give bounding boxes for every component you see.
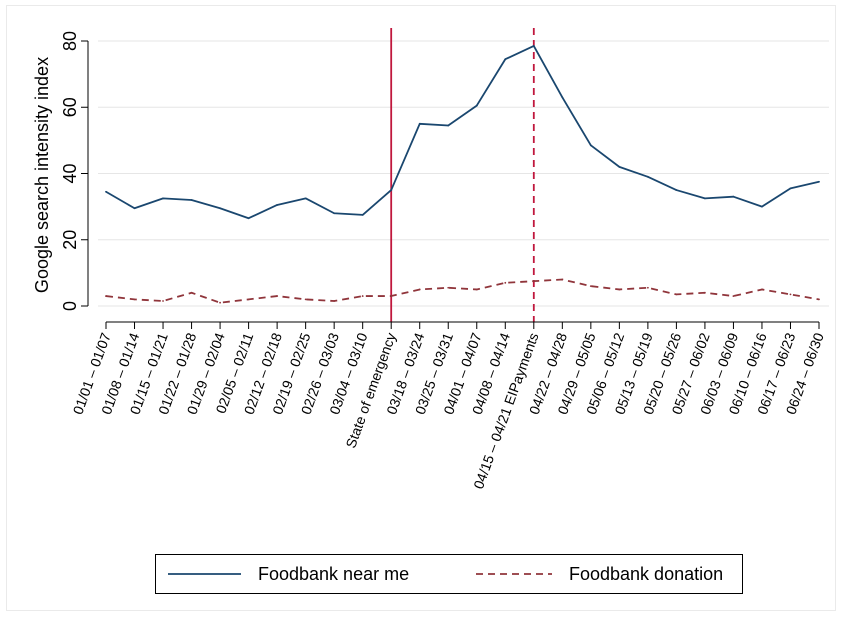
legend-box — [155, 554, 743, 594]
y-tick-label-60: 60 — [60, 97, 80, 117]
outer-frame — [6, 5, 836, 611]
data-point-foodbank-near-me-0 — [105, 190, 107, 193]
data-point-foodbank-near-me-4 — [219, 207, 221, 210]
data-point-foodbank-donation-9 — [361, 295, 364, 297]
data-point-foodbank-near-me-14 — [504, 58, 507, 61]
data-point-foodbank-donation-5 — [247, 298, 250, 301]
data-point-foodbank-donation-21 — [704, 291, 706, 294]
data-point-foodbank-near-me-9 — [361, 214, 364, 216]
data-point-foodbank-near-me-16 — [561, 96, 564, 99]
y-tick-label-80: 80 — [60, 31, 80, 51]
data-point-foodbank-donation-16 — [561, 278, 564, 281]
data-point-foodbank-donation-8 — [333, 300, 336, 302]
y-tick-label-20: 20 — [60, 230, 80, 250]
series-layer — [105, 45, 820, 304]
data-point-foodbank-near-me-1 — [133, 207, 136, 210]
data-point-foodbank-donation-7 — [304, 298, 307, 301]
grid-layer — [98, 40, 829, 307]
data-point-foodbank-near-me-25 — [818, 180, 820, 183]
y-axis-label: Google search intensity index — [32, 57, 52, 293]
data-point-foodbank-donation-1 — [133, 298, 136, 301]
data-point-foodbank-near-me-18 — [618, 165, 621, 168]
data-point-foodbank-near-me-6 — [276, 204, 279, 206]
data-point-foodbank-donation-0 — [105, 295, 107, 297]
data-point-foodbank-near-me-3 — [190, 199, 193, 201]
y-tick-label-0: 0 — [60, 301, 80, 311]
data-point-foodbank-donation-10 — [390, 295, 393, 297]
data-point-foodbank-donation-22 — [732, 295, 735, 297]
data-point-foodbank-donation-13 — [475, 288, 478, 291]
data-point-foodbank-donation-18 — [618, 288, 621, 291]
data-point-foodbank-donation-23 — [761, 288, 763, 291]
data-point-foodbank-donation-19 — [646, 286, 649, 289]
data-point-foodbank-donation-12 — [447, 286, 450, 289]
data-point-foodbank-donation-20 — [675, 293, 678, 296]
data-point-foodbank-donation-14 — [504, 281, 507, 284]
data-point-foodbank-donation-25 — [818, 298, 820, 301]
data-point-foodbank-near-me-13 — [475, 104, 478, 107]
data-point-foodbank-near-me-5 — [247, 217, 250, 220]
data-point-foodbank-near-me-20 — [675, 189, 678, 191]
data-point-foodbank-near-me-12 — [447, 124, 450, 127]
y-tick-label-40: 40 — [60, 163, 80, 183]
data-point-foodbank-near-me-7 — [304, 197, 307, 200]
data-point-foodbank-donation-24 — [789, 293, 792, 296]
data-point-foodbank-donation-6 — [276, 295, 279, 297]
data-point-foodbank-near-me-10 — [390, 189, 393, 191]
series-line-foodbank-near-me — [105, 45, 820, 220]
data-point-foodbank-donation-17 — [589, 285, 592, 288]
legend-label-foodbank-donation: Foodbank donation — [569, 564, 723, 584]
data-point-foodbank-near-me-17 — [589, 144, 592, 147]
data-point-foodbank-near-me-2 — [162, 197, 164, 200]
data-point-foodbank-near-me-8 — [333, 212, 336, 215]
data-point-foodbank-donation-4 — [219, 301, 221, 304]
reference-lines — [390, 28, 535, 322]
series-line-foodbank-donation — [105, 278, 820, 304]
data-point-foodbank-near-me-24 — [789, 187, 792, 190]
legend: Foodbank near me Foodbank donation — [155, 554, 743, 594]
legend-label-foodbank-near-me: Foodbank near me — [258, 564, 409, 584]
data-point-foodbank-donation-11 — [418, 288, 421, 291]
data-point-foodbank-near-me-23 — [761, 205, 763, 208]
data-point-foodbank-donation-2 — [162, 300, 164, 302]
data-point-foodbank-near-me-11 — [418, 122, 421, 125]
data-point-foodbank-near-me-19 — [646, 175, 649, 178]
data-point-foodbank-near-me-22 — [732, 195, 735, 198]
data-point-foodbank-near-me-15 — [532, 45, 535, 47]
data-point-foodbank-donation-15 — [532, 280, 535, 283]
data-point-foodbank-donation-3 — [190, 291, 193, 294]
data-point-foodbank-near-me-21 — [704, 197, 706, 200]
